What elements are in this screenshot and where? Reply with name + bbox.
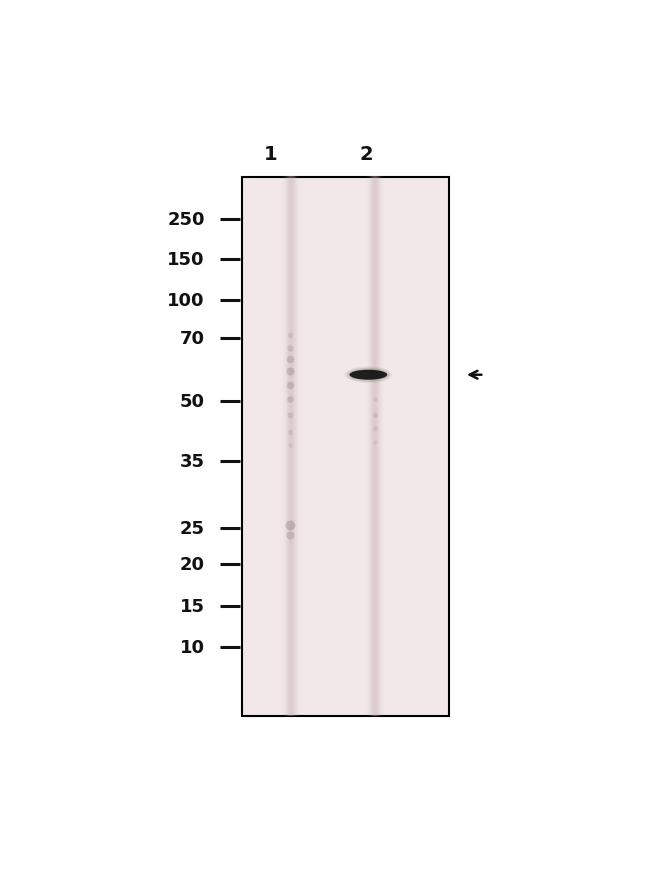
Text: 1: 1 bbox=[263, 145, 277, 164]
Text: 150: 150 bbox=[167, 250, 205, 269]
Point bbox=[285, 353, 296, 367]
Point bbox=[370, 435, 380, 449]
Point bbox=[285, 425, 296, 439]
Point bbox=[285, 378, 296, 392]
Point bbox=[285, 365, 296, 379]
Text: 50: 50 bbox=[179, 393, 205, 410]
Text: 15: 15 bbox=[179, 597, 205, 615]
Ellipse shape bbox=[347, 368, 390, 382]
Point bbox=[370, 408, 380, 422]
Bar bbox=[242, 178, 449, 717]
Point bbox=[370, 421, 380, 435]
Point bbox=[285, 439, 296, 453]
Point bbox=[285, 519, 296, 533]
Point bbox=[285, 393, 296, 407]
Ellipse shape bbox=[350, 370, 387, 381]
Text: 20: 20 bbox=[179, 555, 205, 573]
Point bbox=[285, 342, 296, 355]
Text: 35: 35 bbox=[179, 453, 205, 471]
Text: 10: 10 bbox=[179, 639, 205, 657]
Text: 250: 250 bbox=[167, 210, 205, 229]
Ellipse shape bbox=[344, 367, 393, 383]
Text: 25: 25 bbox=[179, 520, 205, 538]
Point bbox=[370, 393, 380, 407]
Point bbox=[285, 529, 296, 543]
Text: 2: 2 bbox=[359, 145, 372, 164]
Text: 100: 100 bbox=[167, 291, 205, 309]
Point bbox=[285, 408, 296, 422]
Text: 70: 70 bbox=[179, 329, 205, 348]
Point bbox=[285, 328, 296, 342]
